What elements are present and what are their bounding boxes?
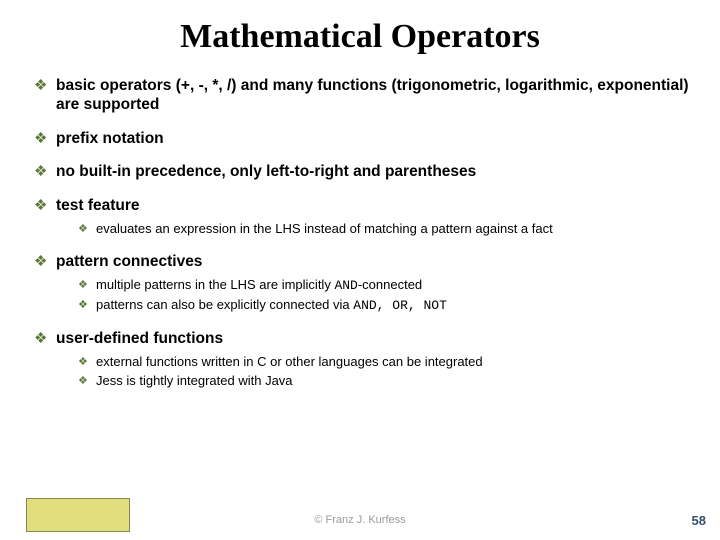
sub-item: external functions written in C or other… <box>78 354 690 371</box>
slide-title: Mathematical Operators <box>0 0 720 56</box>
sub-item: patterns can also be explicitly connecte… <box>78 297 690 315</box>
bullet-item: user-defined functions external functions… <box>34 329 690 390</box>
bullet-text: test feature <box>56 197 140 214</box>
page-number: 58 <box>692 513 706 528</box>
bullet-text: no built-in precedence, only left-to-rig… <box>56 163 476 180</box>
content-area: basic operators (+, -, *, /) and many fu… <box>0 76 720 390</box>
bullet-item: prefix notation <box>34 129 690 148</box>
bullet-text: basic operators (+, -, *, /) and many fu… <box>56 77 689 113</box>
bullet-item: pattern connectives multiple patterns in … <box>34 252 690 315</box>
slide: Mathematical Operators basic operators (… <box>0 0 720 540</box>
mono-text: AND, OR, NOT <box>353 298 447 313</box>
sub-item: multiple patterns in the LHS are implici… <box>78 277 690 295</box>
bullet-text: pattern connectives <box>56 253 202 270</box>
bullet-item: no built-in precedence, only left-to-rig… <box>34 162 690 181</box>
bullet-text: prefix notation <box>56 130 164 147</box>
bullet-item: basic operators (+, -, *, /) and many fu… <box>34 76 690 115</box>
sub-list: multiple patterns in the LHS are implici… <box>78 277 690 315</box>
sub-item: evaluates an expression in the LHS inste… <box>78 221 690 238</box>
sub-list: evaluates an expression in the LHS inste… <box>78 221 690 238</box>
bullet-text: user-defined functions <box>56 330 223 347</box>
sub-item: Jess is tightly integrated with Java <box>78 373 690 390</box>
bullet-item: test feature evaluates an expression in t… <box>34 196 690 238</box>
mono-text: AND <box>334 278 357 293</box>
sub-list: external functions written in C or other… <box>78 354 690 390</box>
bullet-list: basic operators (+, -, *, /) and many fu… <box>34 76 690 390</box>
copyright-text: © Franz J. Kurfess <box>0 514 720 526</box>
